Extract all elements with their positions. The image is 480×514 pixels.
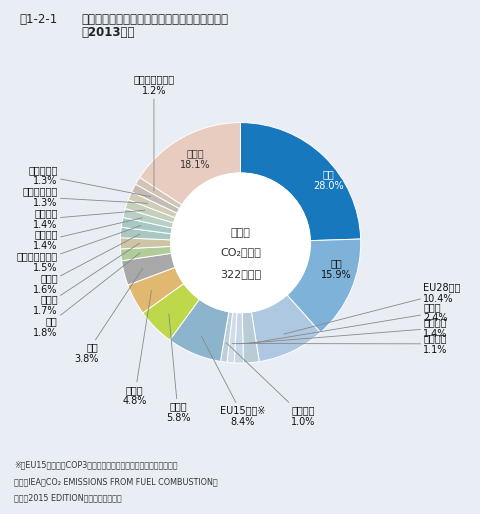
Text: サウジアラビア
1.5%: サウジアラビア 1.5% — [17, 226, 141, 273]
Text: インド
5.8%: インド 5.8% — [166, 314, 190, 423]
Text: イラン
1.6%: イラン 1.6% — [33, 234, 140, 295]
Wedge shape — [128, 267, 183, 313]
Circle shape — [170, 173, 310, 313]
Text: インドネシア
1.3%: インドネシア 1.3% — [23, 187, 147, 208]
Wedge shape — [143, 284, 199, 340]
Text: 南アフリカ
1.3%: 南アフリカ 1.3% — [28, 164, 150, 197]
Wedge shape — [132, 184, 179, 213]
Text: 資料：IEA「CO₂ EMISSIONS FROM FUEL COMBUSTION」: 資料：IEA「CO₂ EMISSIONS FROM FUEL COMBUSTIO… — [14, 477, 217, 486]
Text: （2013年）: （2013年） — [82, 26, 135, 39]
Wedge shape — [121, 253, 175, 285]
Text: カナダ
1.7%: カナダ 1.7% — [33, 243, 139, 316]
Wedge shape — [120, 246, 171, 261]
Wedge shape — [234, 313, 243, 363]
Text: イタリア
1.1%: イタリア 1.1% — [232, 333, 447, 355]
Text: EU28か国
10.4%: EU28か国 10.4% — [283, 283, 460, 334]
Wedge shape — [128, 192, 177, 218]
Text: その他
18.1%: その他 18.1% — [180, 149, 210, 170]
Wedge shape — [125, 200, 175, 223]
Text: 韓国
1.8%: 韓国 1.8% — [33, 253, 140, 338]
Wedge shape — [139, 123, 240, 205]
Text: 2015 EDITIONを元に環境省作成: 2015 EDITIONを元に環境省作成 — [14, 493, 122, 503]
Text: ※：EU15か国は、COP3（京都会議）開催時点での加盟国数である: ※：EU15か国は、COP3（京都会議）開催時点での加盟国数である — [14, 460, 178, 469]
Wedge shape — [169, 299, 228, 361]
Text: 世界の: 世界の — [230, 228, 250, 238]
Text: CO₂排出量: CO₂排出量 — [220, 247, 260, 258]
Text: EU15か国※
8.4%: EU15か国※ 8.4% — [201, 336, 265, 427]
Text: 322億トン: 322億トン — [219, 269, 261, 279]
Wedge shape — [251, 295, 320, 362]
Text: オーストラリア
1.2%: オーストラリア 1.2% — [133, 75, 174, 191]
Wedge shape — [120, 227, 171, 240]
Text: ドイツ
2.4%: ドイツ 2.4% — [249, 302, 447, 343]
Wedge shape — [123, 209, 173, 228]
Wedge shape — [240, 123, 360, 241]
Wedge shape — [135, 177, 181, 209]
Wedge shape — [220, 311, 232, 362]
Text: 日本
3.8%: 日本 3.8% — [74, 268, 143, 364]
Text: 中国
28.0%: 中国 28.0% — [312, 170, 343, 191]
Text: メキシコ
1.4%: メキシコ 1.4% — [33, 208, 144, 230]
Text: イギリス
1.4%: イギリス 1.4% — [239, 318, 447, 344]
Wedge shape — [121, 217, 172, 234]
Text: ロシア
4.8%: ロシア 4.8% — [122, 290, 151, 407]
Wedge shape — [287, 239, 360, 333]
Text: ブラジル
1.4%: ブラジル 1.4% — [33, 218, 143, 251]
Text: フランス
1.0%: フランス 1.0% — [226, 343, 314, 427]
Text: 世界のエネルギー起源二酸化炭素の国別排出量: 世界のエネルギー起源二酸化炭素の国別排出量 — [82, 13, 228, 26]
Wedge shape — [227, 312, 236, 363]
Wedge shape — [120, 237, 170, 249]
Text: 図1-2-1: 図1-2-1 — [19, 13, 58, 26]
Wedge shape — [242, 311, 259, 363]
Text: 米国
15.9%: 米国 15.9% — [321, 259, 351, 280]
